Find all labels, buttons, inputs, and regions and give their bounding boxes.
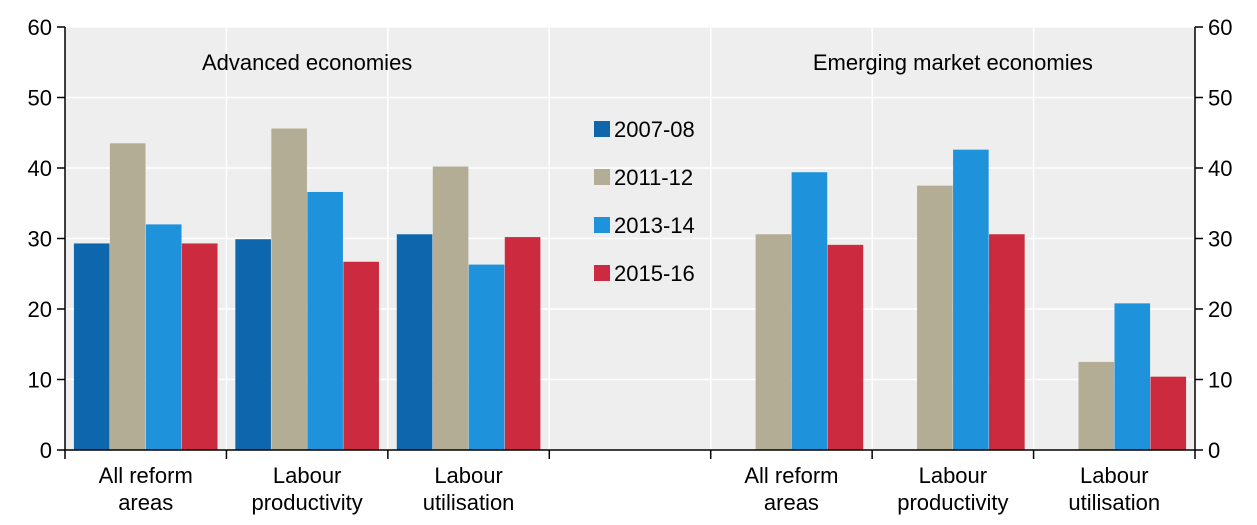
y-axis-left-ticks: 0 10 20 30 40 50 60 <box>28 15 65 463</box>
y-tick-label: 20 <box>28 297 52 322</box>
bar <box>917 185 953 450</box>
bar <box>396 234 433 450</box>
bar <box>145 224 182 450</box>
bar <box>827 244 864 450</box>
bar <box>109 143 146 450</box>
y2-tick-label: 30 <box>1208 227 1232 252</box>
y-tick-label: 50 <box>28 86 52 111</box>
y2-tick-label: 60 <box>1208 15 1232 40</box>
y-tick-label: 60 <box>28 15 52 40</box>
bars <box>73 128 1187 451</box>
y-tick-label: 0 <box>40 438 52 463</box>
x-tick-label: All reform areas <box>99 463 193 515</box>
bar <box>791 172 828 451</box>
legend-label: 2015-16 <box>614 261 695 286</box>
panel-label-emerging: Emerging market economies <box>813 50 1093 75</box>
legend-label: 2007-08 <box>614 117 695 142</box>
y2-tick-label: 0 <box>1208 438 1220 463</box>
legend-swatch <box>594 169 610 185</box>
y-tick-label: 40 <box>28 156 52 181</box>
legend-label: 2011-12 <box>614 165 693 190</box>
legend-swatch <box>594 217 610 233</box>
bar <box>181 243 218 450</box>
bar <box>504 237 541 450</box>
x-tick-label: Labour utilisation <box>423 463 515 515</box>
bar <box>307 191 343 450</box>
y-tick-label: 10 <box>28 368 52 393</box>
bar <box>235 239 271 450</box>
bar <box>989 234 1025 450</box>
y2-tick-label: 20 <box>1208 297 1232 322</box>
y-axis-right-ticks: 0 10 20 30 40 50 60 <box>1195 15 1232 463</box>
bar <box>73 243 110 450</box>
legend: 2007-08 2011-12 2013-14 2015-16 <box>594 117 695 286</box>
bar <box>1150 376 1187 450</box>
y-tick-label: 30 <box>28 227 52 252</box>
bar <box>468 264 505 450</box>
x-tick-label: All reform areas <box>744 463 838 515</box>
bar <box>755 234 792 450</box>
bar <box>343 261 379 450</box>
bar <box>1114 303 1151 450</box>
gridlines <box>65 26 1195 450</box>
legend-swatch <box>594 121 610 137</box>
bar <box>953 149 989 451</box>
y2-tick-label: 50 <box>1208 86 1232 111</box>
y2-tick-label: 40 <box>1208 156 1232 181</box>
x-tick-label: Labour productivity <box>897 463 1008 515</box>
legend-swatch <box>594 265 610 281</box>
bar <box>1078 361 1115 450</box>
panel-label-advanced: Advanced economies <box>202 50 412 75</box>
x-tick-label: Labour productivity <box>252 463 363 515</box>
y2-tick-label: 10 <box>1208 368 1232 393</box>
bar <box>271 128 307 450</box>
x-tick-label: Labour utilisation <box>1068 463 1160 515</box>
bar <box>432 166 469 450</box>
x-axis-categories: All reform areas Labour productivity Labour u… <box>99 463 1160 515</box>
legend-label: 2013-14 <box>614 213 695 238</box>
